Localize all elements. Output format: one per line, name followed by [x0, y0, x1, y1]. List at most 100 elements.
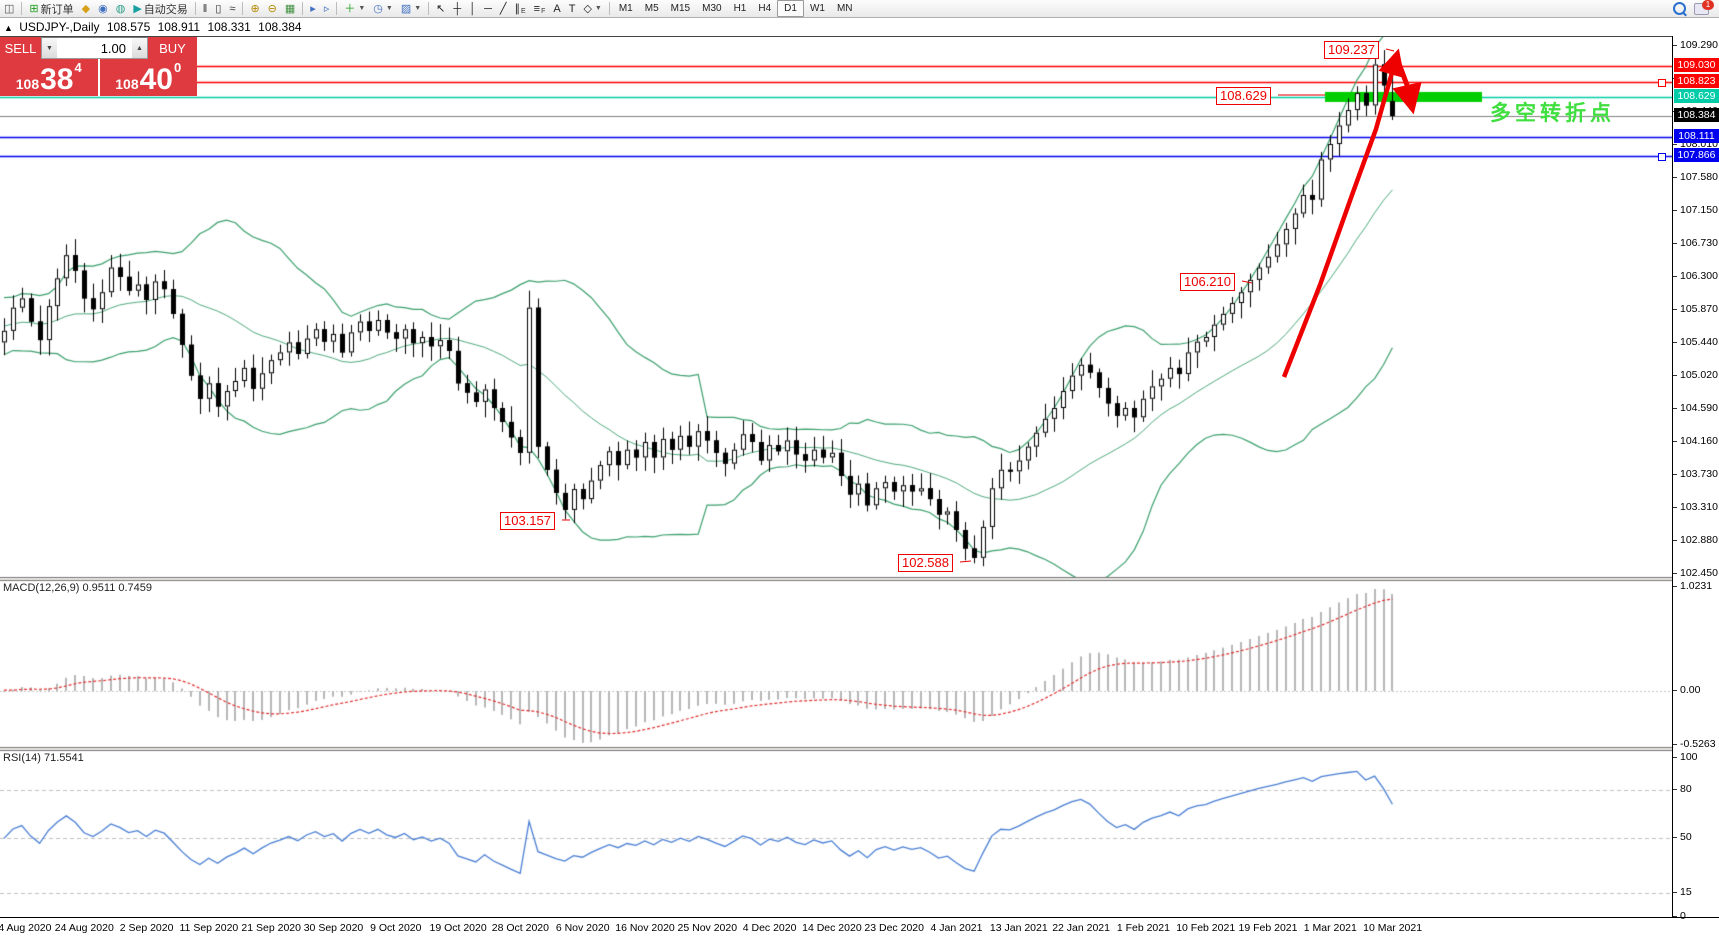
- zoom-in-icon: ⊕: [250, 2, 260, 15]
- price-annotation-108.629[interactable]: 108.629: [1216, 87, 1271, 105]
- date-label: 9 Oct 2020: [370, 922, 422, 934]
- volume-decrease-button[interactable]: ▼: [42, 38, 57, 58]
- timeframe-button-h1[interactable]: H1: [733, 3, 747, 14]
- date-label: 19 Feb 2021: [1238, 922, 1298, 934]
- buy-price-box[interactable]: 108 40 0: [99, 59, 197, 96]
- price-tick: 103.310: [1673, 501, 1719, 513]
- price-badge-108.111: 108.111: [1674, 129, 1719, 143]
- timeframe-button-w1[interactable]: W1: [809, 3, 825, 14]
- date-label: 30 Sep 2020: [303, 922, 364, 934]
- price-annotation-106.210[interactable]: 106.210: [1180, 273, 1235, 291]
- timeframe-button-h4[interactable]: H4: [758, 3, 772, 14]
- zoom-out-icon: ⊖: [267, 2, 277, 15]
- price-tick: 109.290: [1673, 40, 1719, 51]
- text-label-icon[interactable]: T: [565, 1, 580, 17]
- zoom-out-icon[interactable]: ⊖: [264, 1, 281, 17]
- search-icon[interactable]: [1673, 2, 1686, 15]
- periods-button[interactable]: ◷ ▼: [369, 1, 397, 17]
- bar-chart-icon[interactable]: ‖: [199, 1, 212, 17]
- templates-button-dropdown-icon[interactable]: ▼: [414, 5, 422, 12]
- sell-price-box[interactable]: 108 38 4: [0, 59, 98, 96]
- line-chart-icon[interactable]: ≈: [225, 1, 239, 17]
- templates-button[interactable]: ▨ ▼: [397, 1, 425, 17]
- trendline-icon[interactable]: ╱: [496, 1, 511, 17]
- timeframe-button-m5[interactable]: M5: [644, 3, 659, 14]
- new-order-button[interactable]: ⊞ 新订单: [25, 1, 77, 17]
- timeframe-button-m30[interactable]: M30: [702, 3, 722, 14]
- chart-preview-icon: ◫: [4, 2, 15, 15]
- fibonacci-icon: ≡: [533, 2, 541, 15]
- chart-preview-icon[interactable]: ◫: [0, 1, 18, 17]
- price-badge-107.866: 107.866: [1674, 147, 1719, 162]
- autotrading-button: ▶: [133, 2, 142, 15]
- volume-input[interactable]: [57, 38, 132, 58]
- chart-shift-icon[interactable]: ▹: [320, 1, 334, 17]
- text-icon[interactable]: A: [549, 1, 564, 17]
- zoom-in-icon[interactable]: ⊕: [246, 1, 263, 17]
- date-label: 16 Nov 2020: [615, 922, 675, 934]
- sell-price-big: 38: [40, 63, 74, 96]
- date-label: 14 Aug 2020: [0, 922, 52, 934]
- date-label: 14 Dec 2020: [802, 922, 862, 934]
- cursor-icon[interactable]: ↖: [432, 1, 449, 17]
- notifications-icon[interactable]: 1: [1694, 0, 1714, 15]
- buy-button[interactable]: BUY: [148, 37, 197, 59]
- price-tick: 105.440: [1673, 337, 1719, 348]
- periods-button-dropdown-icon[interactable]: ▼: [385, 5, 393, 12]
- vertical-line-icon[interactable]: │: [465, 1, 480, 17]
- fibonacci-icon-sub: F: [541, 8, 546, 15]
- price-tick: 104.160: [1673, 435, 1719, 447]
- candlestick-chart-icon[interactable]: ▯: [211, 1, 225, 17]
- price-annotation-103.157[interactable]: 103.157: [500, 512, 555, 530]
- autotrading-button[interactable]: ▶ 自动交易: [129, 1, 191, 17]
- style-brush-icon[interactable]: ◆: [78, 1, 94, 17]
- date-label: 10 Feb 2021: [1176, 922, 1236, 934]
- turning-point-note[interactable]: 多空转折点: [1490, 102, 1615, 125]
- notification-badge: 1: [1702, 0, 1714, 10]
- sell-button[interactable]: SELL: [0, 37, 41, 59]
- crosshair-icon[interactable]: ┼: [449, 1, 465, 17]
- price-tick: 15: [1673, 887, 1719, 898]
- timeframe-button-m15[interactable]: M15: [670, 3, 691, 14]
- chart-canvas[interactable]: [0, 37, 1672, 918]
- cursor-icon: ↖: [436, 2, 446, 15]
- price-annotation-109.237[interactable]: 109.237: [1324, 41, 1379, 59]
- channel-icon[interactable]: ∥ E: [510, 1, 529, 17]
- tile-windows-icon[interactable]: ▦: [281, 1, 299, 17]
- fibonacci-icon[interactable]: ≡ F: [530, 1, 550, 17]
- vertical-line-icon: │: [469, 2, 477, 15]
- toolbar-separator: [242, 2, 244, 15]
- price-annotation-102.588[interactable]: 102.588: [898, 554, 953, 572]
- arrows-tool-button-dropdown-icon[interactable]: ▼: [594, 5, 602, 12]
- channel-icon-sub: E: [520, 8, 526, 15]
- indicators-button-dropdown-icon[interactable]: ▼: [358, 5, 366, 12]
- price-axis[interactable]: 109.290108.860108.440108.010107.580107.1…: [1672, 36, 1719, 922]
- trade-panel-top-row: SELL ▼ ▲ BUY: [0, 37, 197, 59]
- arrows-tool-button[interactable]: ◇ ▼: [579, 1, 605, 17]
- indicators-button[interactable]: ＋ ▼: [340, 1, 369, 17]
- timeframe-button-d1[interactable]: D1: [777, 0, 804, 17]
- tile-windows-icon: ▦: [284, 2, 296, 15]
- collapse-panel-icon[interactable]: ▲: [4, 23, 13, 33]
- rsi-value: 71.5541: [43, 752, 84, 764]
- arrows-tool-button: ◇: [583, 2, 592, 15]
- timeframe-button-m1[interactable]: M1: [618, 3, 633, 14]
- chart-area[interactable]: MACD(12,26,9) 0.9511 0.7459 RSI(14) 71.5…: [0, 36, 1672, 918]
- price-tick: 102.450: [1673, 567, 1719, 579]
- price-badge-108.823: 108.823: [1674, 74, 1719, 89]
- timeframe-button-mn[interactable]: MN: [836, 3, 853, 14]
- price-tick: 100: [1673, 752, 1719, 763]
- hline-anchor-marker[interactable]: [1658, 79, 1666, 88]
- volume-increase-button[interactable]: ▲: [132, 38, 147, 58]
- quote-high: 108.911: [157, 20, 201, 34]
- trendline-icon: ╱: [499, 2, 507, 15]
- signal-icon[interactable]: ◍: [112, 1, 130, 17]
- profile-icon[interactable]: ◉: [94, 1, 112, 17]
- auto-scroll-icon[interactable]: ▸: [306, 1, 320, 17]
- chart-shift-icon: ▹: [323, 2, 330, 15]
- price-badge-108.629: 108.629: [1674, 89, 1719, 104]
- hline-anchor-marker[interactable]: [1658, 152, 1666, 161]
- horizontal-line-icon[interactable]: ─: [480, 1, 496, 17]
